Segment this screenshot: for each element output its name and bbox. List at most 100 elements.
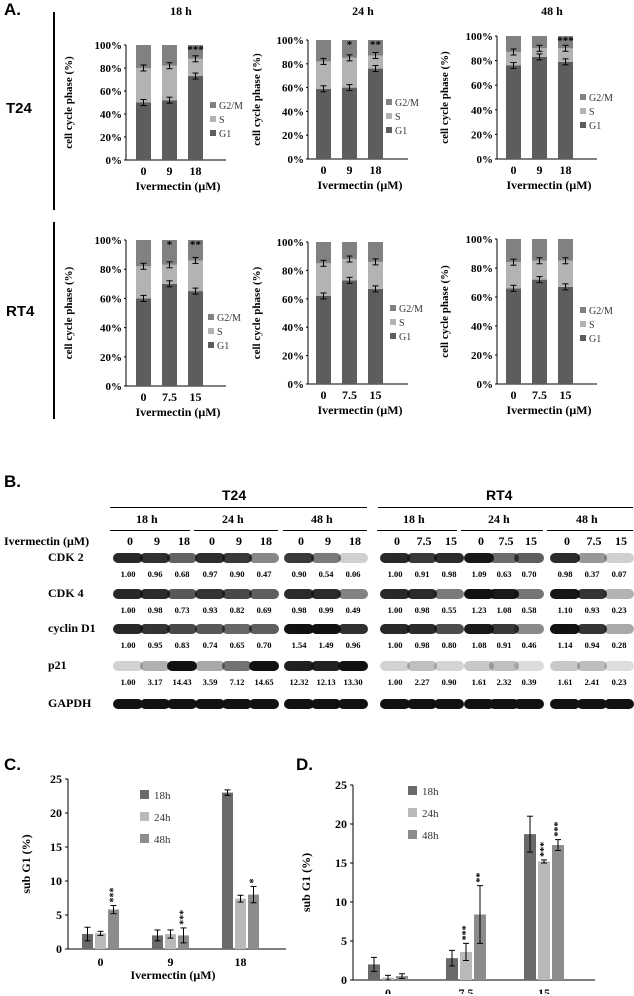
bar-g1 — [316, 88, 331, 159]
legend-label: 48h — [422, 830, 439, 842]
bar-s — [506, 51, 521, 66]
y-tick-label: 60% — [100, 86, 122, 98]
wb-quant-value: 0.91 — [496, 640, 512, 650]
bar-s — [136, 266, 151, 299]
wb-dose-value: 0 — [478, 534, 484, 548]
y-tick-label: 40% — [282, 106, 304, 118]
significance-label: * — [347, 39, 353, 51]
wb-band — [550, 553, 580, 563]
x-tick-label: 15 — [538, 986, 550, 994]
y-tick-label: 20% — [282, 130, 304, 142]
wb-quant-value: 0.90 — [291, 569, 307, 579]
significance-label: ** — [475, 873, 486, 883]
bar-24h — [460, 951, 472, 980]
wb-dose-value: 0 — [209, 534, 215, 548]
wb-band — [550, 589, 580, 599]
y-axis-label: sub G1 (%) — [19, 834, 33, 893]
y-tick-label: 0% — [106, 155, 123, 167]
wb-quant-value: 12.32 — [289, 677, 309, 687]
y-tick-label: 80% — [471, 263, 493, 275]
wb-band — [140, 699, 170, 709]
legend-swatch — [208, 342, 214, 348]
wb-band — [464, 553, 494, 563]
wb-header-t24: T24 — [222, 487, 247, 503]
wb-quant-value: 1.08 — [496, 605, 512, 615]
wb-quant-value: 0.74 — [202, 640, 218, 650]
bar-s — [532, 260, 547, 280]
wb-quant-value: 1.14 — [557, 640, 573, 650]
wb-band — [284, 661, 314, 671]
y-axis-label: cell cycle phase (%) — [63, 266, 75, 359]
wb-band — [284, 624, 314, 634]
legend-label: 48h — [154, 834, 171, 846]
wb-quant-value: 2.32 — [496, 677, 512, 687]
wb-band — [311, 624, 341, 634]
y-tick-label: 20% — [471, 350, 493, 362]
wb-quant-value: 0.95 — [147, 640, 163, 650]
chart-a-rt4-1: 0% 20% 40% 60% 80% 100% cell cycle phase (%) 0 7… — [63, 235, 241, 419]
wb-band — [407, 661, 437, 671]
y-tick-label: 10 — [335, 895, 347, 909]
wb-band — [311, 661, 341, 671]
legend-swatch — [140, 834, 149, 843]
wb-band — [113, 661, 143, 671]
wb-band — [434, 699, 464, 709]
wb-band — [604, 624, 634, 634]
wb-dose-value: 7.5 — [498, 534, 514, 548]
wb-band — [222, 661, 252, 671]
y-tick-label: 20% — [100, 352, 122, 364]
wb-band — [577, 624, 607, 634]
wb-band — [380, 589, 410, 599]
x-tick-label: 7.5 — [532, 388, 547, 402]
bar-s — [162, 65, 177, 101]
bar-g2m — [162, 45, 177, 66]
legend-swatch — [580, 94, 586, 100]
wb-quant-value: 12.13 — [316, 677, 336, 687]
wb-band — [140, 553, 170, 563]
bar-g1 — [136, 102, 151, 160]
wb-dose-value: 18 — [349, 534, 361, 548]
wb-band — [249, 661, 279, 671]
legend-swatch — [386, 99, 392, 105]
y-tick-label: 20% — [471, 129, 493, 141]
x-tick-label: 18 — [235, 955, 247, 969]
x-tick-label: 15 — [560, 388, 572, 402]
bar-48h — [248, 894, 259, 949]
wb-dose-value: 0 — [394, 534, 400, 548]
wb-band — [338, 699, 368, 709]
y-tick-label: 0% — [106, 381, 123, 393]
wb-quant-value: 2.27 — [414, 677, 430, 687]
x-tick-label: 0 — [511, 163, 517, 177]
wb-quant-value: 0.23 — [611, 677, 627, 687]
wb-quant-value: 1.00 — [387, 640, 403, 650]
wb-quant-value: 1.61 — [471, 677, 487, 687]
wb-quant-value: 0.99 — [318, 605, 334, 615]
x-tick-label: 9 — [168, 955, 174, 969]
wb-quant-value: 1.08 — [471, 640, 487, 650]
bar-s — [162, 264, 177, 284]
legend-swatch — [580, 307, 586, 313]
wb-band — [195, 553, 225, 563]
wb-quant-value: 1.00 — [387, 677, 403, 687]
wb-band — [514, 553, 544, 563]
wb-band — [407, 589, 437, 599]
wb-band — [550, 699, 580, 709]
legend-swatch — [580, 321, 586, 327]
legend-swatch — [140, 812, 149, 821]
y-tick-label: 0 — [56, 942, 62, 956]
x-tick-label: 18 — [190, 164, 202, 178]
wb-band — [489, 699, 519, 709]
wb-quant-value: 0.98 — [414, 605, 430, 615]
wb-quant-value: 0.68 — [174, 569, 190, 579]
wb-band — [195, 699, 225, 709]
bar-g1 — [188, 76, 203, 160]
wb-dose-value: 9 — [154, 534, 160, 548]
legend-label: G1 — [217, 341, 229, 352]
y-axis-label: cell cycle phase (%) — [252, 266, 263, 359]
y-tick-label: 15 — [335, 856, 347, 870]
wb-band — [113, 553, 143, 563]
wb-quant-value: 1.00 — [387, 605, 403, 615]
legend-swatch — [390, 305, 396, 311]
wb-quant-value: 0.98 — [557, 569, 573, 579]
